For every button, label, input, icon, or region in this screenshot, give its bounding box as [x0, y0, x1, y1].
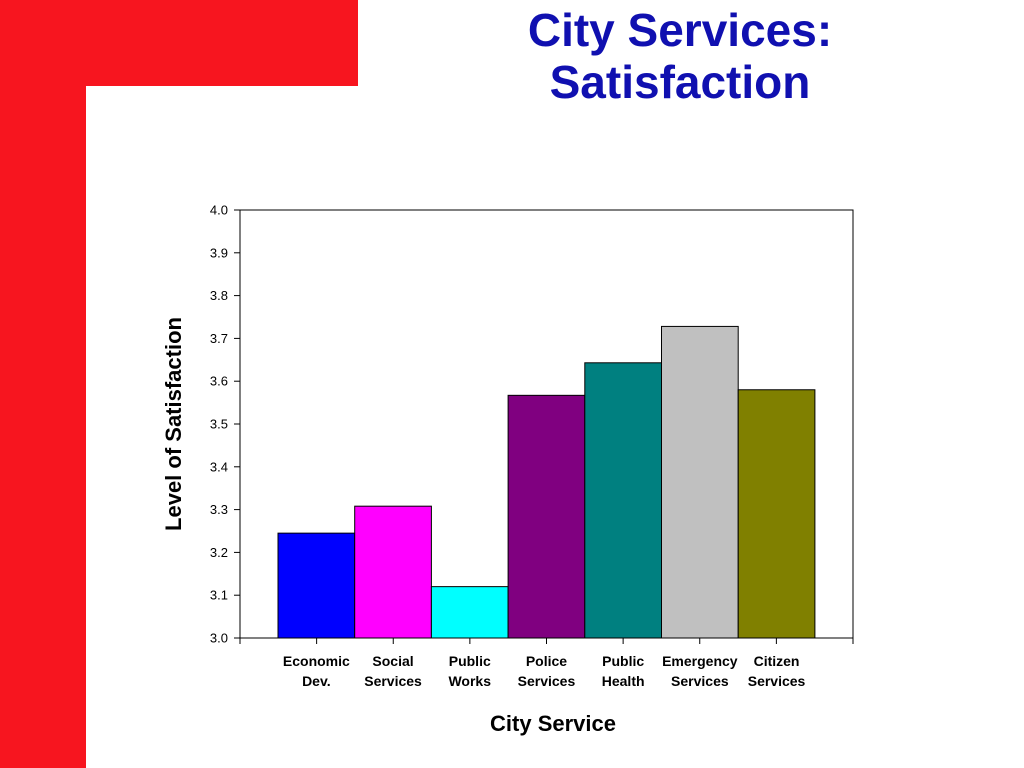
x-category-label-line: Health [602, 673, 645, 689]
bar [277, 532, 356, 639]
slide-title: City Services: Satisfaction [470, 4, 890, 108]
y-tick-label: 3.0 [210, 631, 228, 646]
x-category-label-line: Social [372, 653, 413, 669]
plot-area: 3.0 3.1 3.2 3.3 3.4 3.5 3.6 3.7 3.8 3.9 4.0 Economi… [210, 203, 854, 689]
x-category-label: Social Services [364, 653, 422, 689]
y-tick-label: 3.1 [210, 588, 228, 603]
x-category-label: Public Works [448, 653, 491, 689]
bar [354, 505, 432, 639]
x-category-label-line: Services [518, 673, 576, 689]
x-category-label-line: Citizen [754, 653, 800, 669]
x-category-label-line: Public [449, 653, 491, 669]
x-category-label-line: Economic [283, 653, 350, 669]
y-tick-label: 3.2 [210, 545, 228, 560]
y-tick-label: 3.9 [210, 245, 228, 260]
x-axis-title: City Service [490, 711, 616, 736]
y-tick-label: 3.7 [210, 331, 228, 346]
x-category-label-line: Services [364, 673, 422, 689]
y-tick-label: 3.6 [210, 374, 228, 389]
x-category-label-line: Dev. [302, 673, 331, 689]
bar [584, 362, 662, 639]
y-tick-label: 3.8 [210, 288, 228, 303]
bar [661, 325, 739, 639]
x-category-label: Citizen Services [748, 653, 806, 689]
x-category-label: Emergency Services [662, 653, 738, 689]
bar [430, 586, 509, 639]
y-tick-label: 3.5 [210, 417, 228, 432]
y-tick-label: 3.3 [210, 502, 228, 517]
y-axis-title: Level of Satisfaction [161, 317, 186, 531]
bar [507, 394, 586, 639]
x-category-label-line: Public [602, 653, 644, 669]
x-category-label: Police Services [518, 653, 576, 689]
x-category-label: Economic Dev. [283, 653, 350, 689]
x-category-label-line: Services [671, 673, 729, 689]
x-category-label-line: Police [526, 653, 567, 669]
x-category-label-line: Works [448, 673, 491, 689]
x-category-label: Public Health [602, 653, 645, 689]
slide-title-line-2: Satisfaction [549, 56, 811, 108]
y-tick-label: 4.0 [210, 203, 228, 218]
red-side-band [0, 0, 86, 768]
slide-title-line-1: City Services: [527, 4, 833, 56]
bar [737, 389, 816, 639]
y-tick-label: 3.4 [210, 459, 228, 474]
x-category-label-line: Services [748, 673, 806, 689]
x-category-label-line: Emergency [662, 653, 738, 669]
